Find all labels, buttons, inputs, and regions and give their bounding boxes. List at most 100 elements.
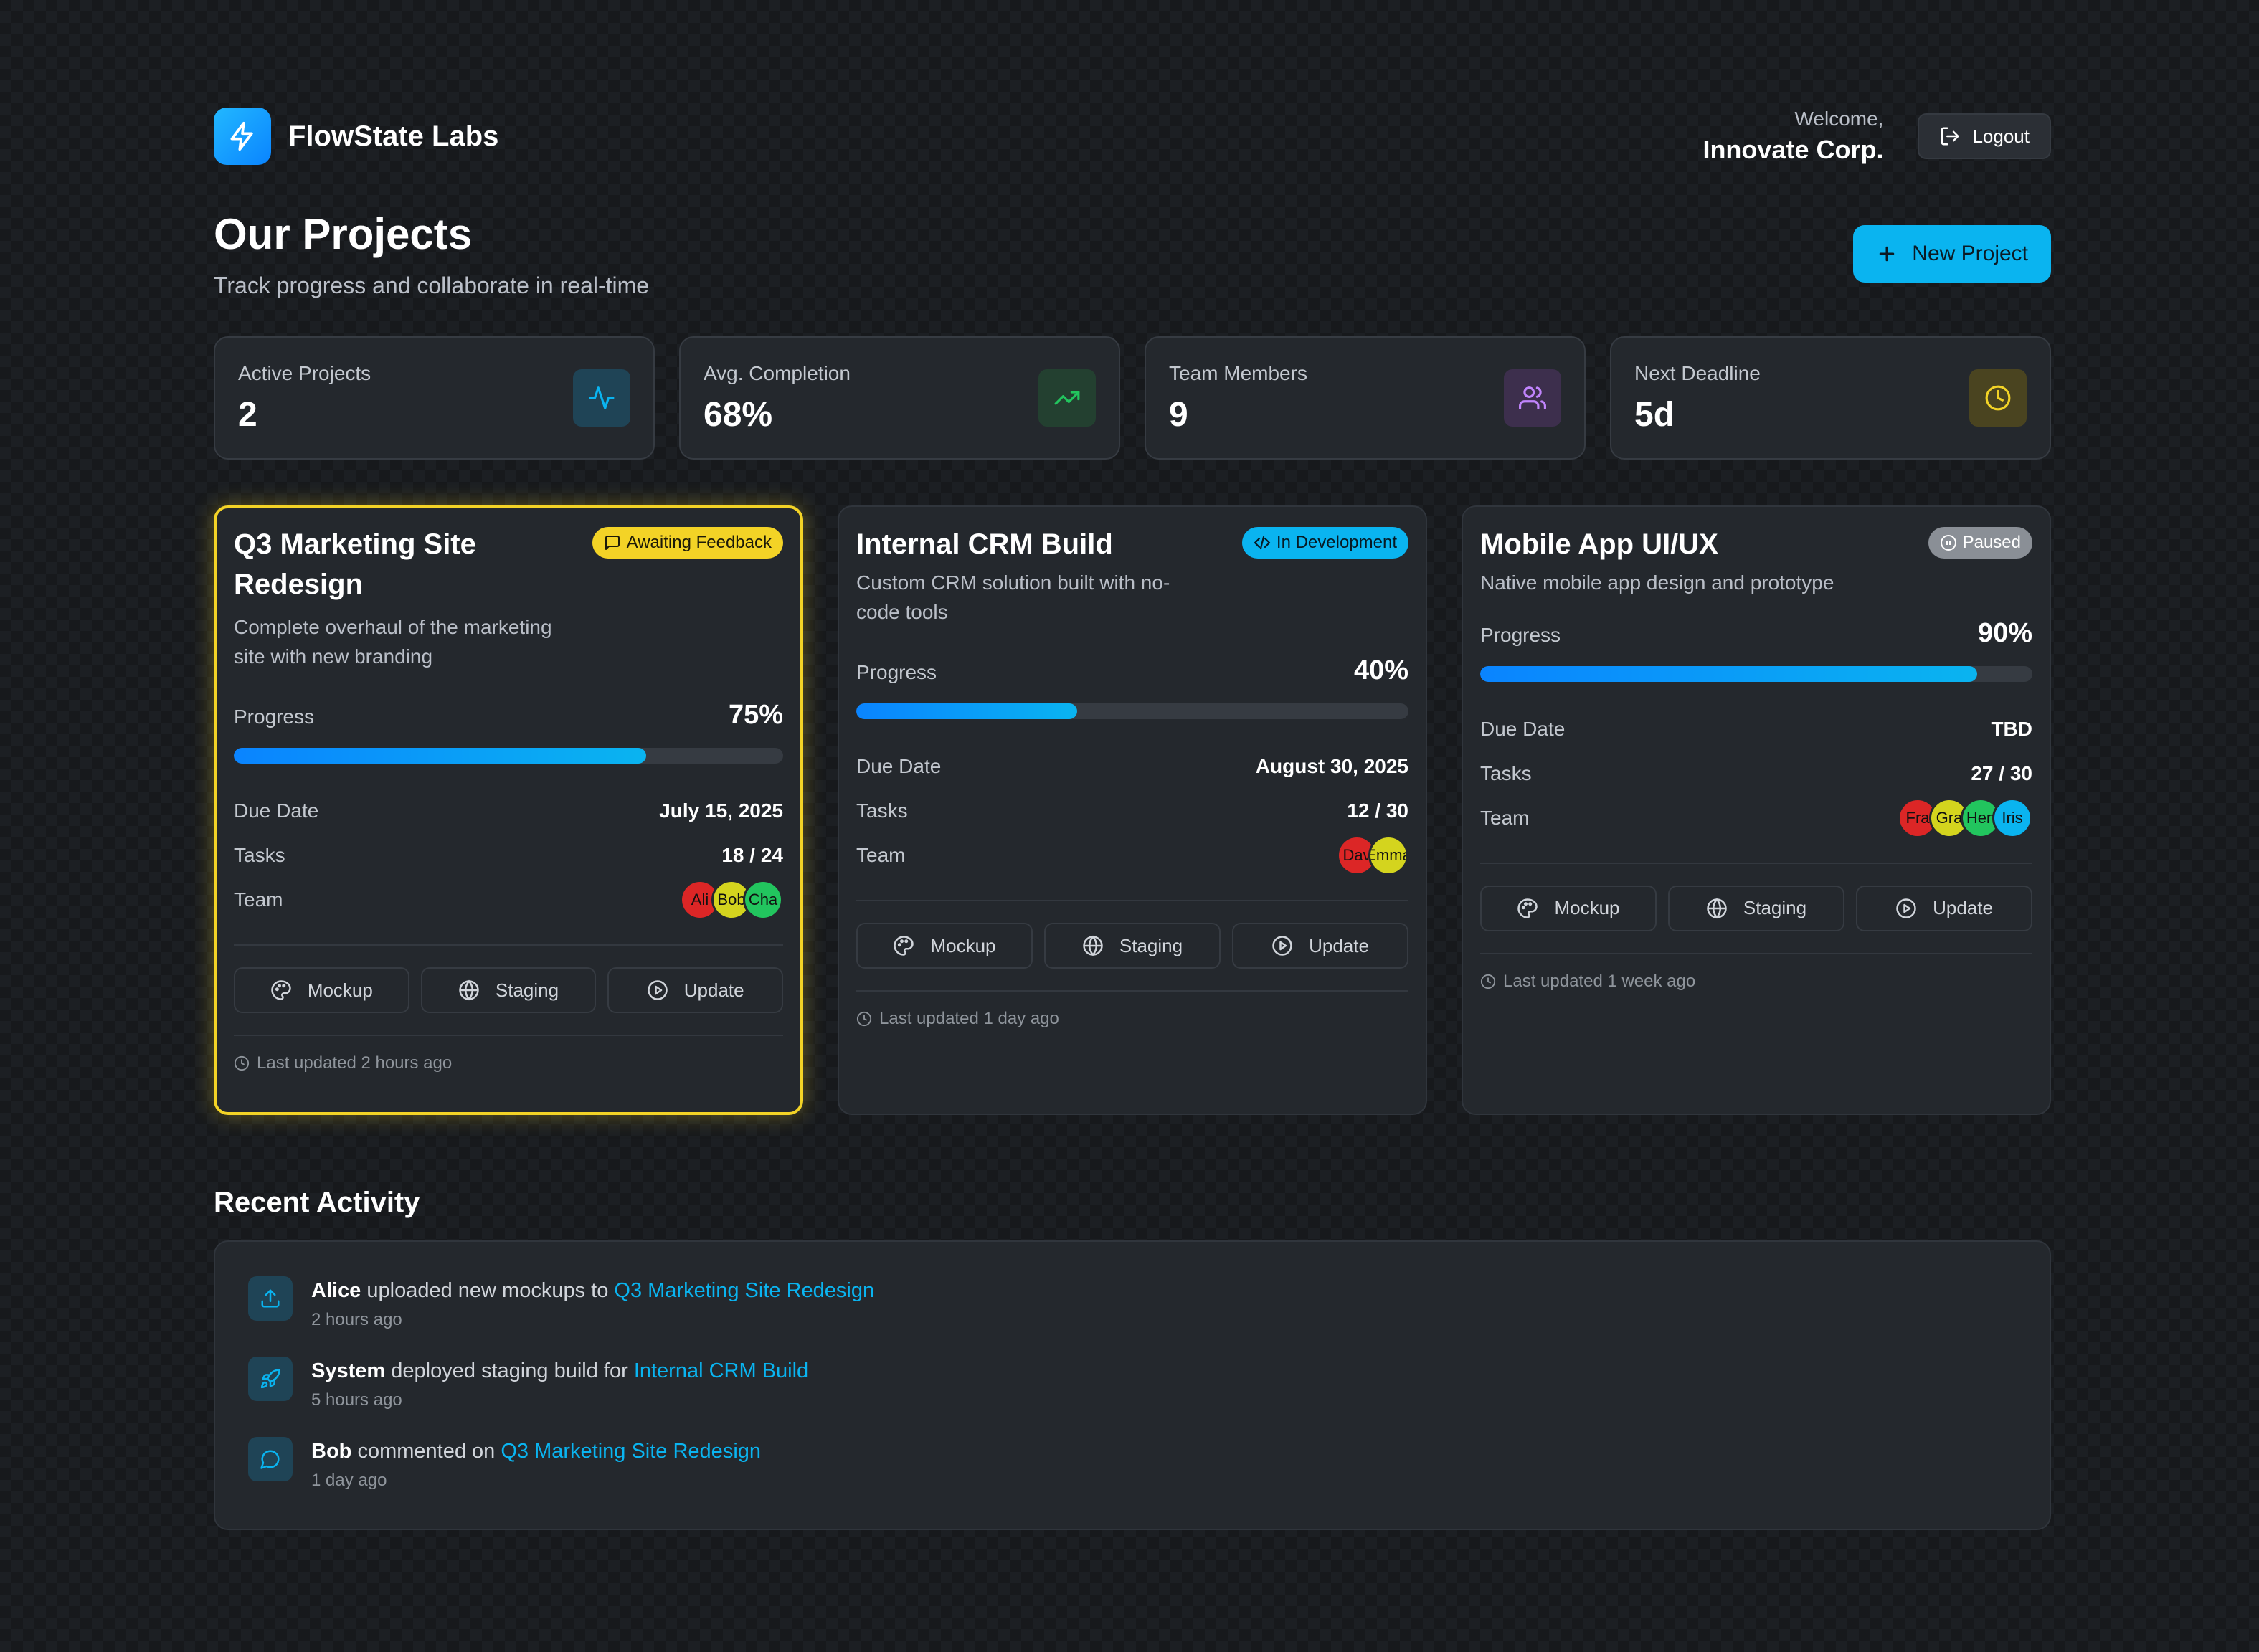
activity-panel: Alice uploaded new mockups to Q3 Marketi… <box>214 1240 2051 1530</box>
status-badge: Awaiting Feedback <box>592 527 783 559</box>
staging-label: Staging <box>495 979 559 1001</box>
card-actions: Mockup Staging Update <box>234 967 784 1014</box>
title-row: Our Projects Track progress and collabor… <box>214 211 2051 299</box>
tasks-count: 18 / 24 <box>721 844 783 867</box>
last-updated: Last updated 2 hours ago <box>234 1053 783 1073</box>
card-actions: Mockup Staging Update <box>856 923 1408 969</box>
progress-fill <box>856 703 1077 720</box>
company-name: Innovate Corp. <box>1702 135 1884 164</box>
due-date: TBD <box>1991 717 2032 740</box>
team-label: Team <box>1480 806 1530 829</box>
activity-time: 5 hours ago <box>311 1390 402 1410</box>
plus-icon <box>1880 246 1895 262</box>
progress-bar <box>234 748 783 764</box>
status-label: Awaiting Feedback <box>626 533 772 552</box>
activity-actor: Bob <box>311 1440 352 1463</box>
project-title[interactable]: Mobile App UI/UX <box>1480 528 1718 560</box>
activity-action: deployed staging build for <box>391 1359 628 1382</box>
activity-project-link[interactable]: Q3 Marketing Site Redesign <box>614 1279 875 1302</box>
tasks-label: Tasks <box>1480 761 1532 784</box>
app-header: FlowState Labs Welcome, Innovate Corp. L… <box>214 106 2051 166</box>
project-description: Custom CRM solution built with no-code t… <box>856 571 1170 623</box>
brand[interactable]: FlowState Labs <box>214 108 498 165</box>
status-label: Paused <box>1962 533 2021 552</box>
divider <box>1480 952 2032 954</box>
upload-icon <box>248 1276 293 1321</box>
stat-value: 2 <box>238 396 257 434</box>
staging-button[interactable]: Staging <box>1044 923 1221 969</box>
status-label: In Development <box>1276 533 1397 552</box>
activity-title: Recent Activity <box>214 1187 420 1218</box>
activity-item: System deployed staging build for Intern… <box>248 1357 2017 1437</box>
stat-label: Active Projects <box>238 362 371 384</box>
mockup-button[interactable]: Mockup <box>1480 885 1657 931</box>
project-card-q3-marketing[interactable]: Q3 Marketing Site Redesign Complete over… <box>214 505 803 1115</box>
card-actions: Mockup Staging Update <box>1480 885 2032 931</box>
staging-button[interactable]: Staging <box>1668 885 1844 931</box>
update-button[interactable]: Update <box>1232 923 1408 969</box>
stat-label: Next Deadline <box>1634 362 1761 384</box>
dashboard: FlowState Labs Welcome, Innovate Corp. L… <box>214 106 2051 1530</box>
status-badge: Paused <box>1928 527 2032 559</box>
progress-value: 90% <box>1977 617 2032 648</box>
activity-item: Bob commented on Q3 Marketing Site Redes… <box>248 1437 2017 1517</box>
logout-icon <box>1941 127 1959 146</box>
due-label: Due Date <box>1480 717 1566 740</box>
last-updated: Last updated 1 week ago <box>1480 972 2032 992</box>
activity-action: uploaded new mockups to <box>366 1279 609 1302</box>
project-cards: Q3 Marketing Site Redesign Complete over… <box>214 505 2051 1115</box>
stat-value: 9 <box>1169 396 1188 434</box>
progress-bar <box>856 703 1408 720</box>
last-updated-text: Last updated 1 day ago <box>879 1009 1059 1029</box>
divider <box>856 900 1408 902</box>
progress-label: Progress <box>1480 623 1561 646</box>
update-button[interactable]: Update <box>607 967 784 1014</box>
new-project-button[interactable]: New Project <box>1853 225 2051 283</box>
mockup-button[interactable]: Mockup <box>856 923 1033 969</box>
staging-label: Staging <box>1119 934 1183 956</box>
tasks-label: Tasks <box>856 799 908 822</box>
activity-project-link[interactable]: Q3 Marketing Site Redesign <box>501 1440 762 1463</box>
update-button[interactable]: Update <box>1856 885 2032 931</box>
project-title[interactable]: Internal CRM Build <box>856 528 1113 560</box>
due-date: August 30, 2025 <box>1255 755 1408 778</box>
avatar[interactable]: Cha <box>743 880 783 921</box>
team-avatars: Dav Emma <box>1337 835 1408 876</box>
project-title[interactable]: Q3 Marketing Site Redesign <box>234 528 476 600</box>
team-avatars: Ali Bob Cha <box>680 880 783 921</box>
update-label: Update <box>683 979 744 1001</box>
progress-fill <box>1480 665 1977 682</box>
play-circle-icon <box>1896 898 1916 918</box>
mockup-button[interactable]: Mockup <box>234 967 409 1014</box>
message-icon <box>605 536 620 550</box>
header-right: Welcome, Innovate Corp. Logout <box>1702 108 2051 165</box>
stat-label: Avg. Completion <box>704 362 851 384</box>
project-card-mobile-app[interactable]: Mobile App UI/UX Native mobile app desig… <box>1462 505 2051 1115</box>
last-updated-text: Last updated 1 week ago <box>1503 971 1696 991</box>
logout-button[interactable]: Logout <box>1918 113 2051 159</box>
clock-icon <box>1480 974 1496 989</box>
play-circle-icon <box>648 980 668 1000</box>
code-icon <box>1254 536 1271 550</box>
welcome-label: Welcome, <box>1794 108 1884 130</box>
avatar[interactable]: Gra <box>1929 797 1969 838</box>
stat-value: 5d <box>1634 396 1675 434</box>
activity-project-link[interactable]: Internal CRM Build <box>633 1359 809 1382</box>
divider <box>856 990 1408 992</box>
avatar[interactable]: Iris <box>1992 797 2032 838</box>
project-card-internal-crm[interactable]: Internal CRM Build Custom CRM solution b… <box>838 505 1427 1115</box>
palette-icon <box>1517 898 1538 918</box>
avatar[interactable]: Emma <box>1368 835 1408 876</box>
progress-value: 75% <box>728 700 783 731</box>
activity-text: Alice uploaded new mockups to Q3 Marketi… <box>311 1279 874 1303</box>
stats-row: Active Projects 2 Avg. Completion 68% Te… <box>214 336 2051 460</box>
play-circle-icon <box>1272 936 1292 956</box>
tasks-count: 27 / 30 <box>1971 761 2032 784</box>
due-label: Due Date <box>234 799 319 822</box>
due-date: July 15, 2025 <box>659 799 783 822</box>
pause-circle-icon <box>1940 535 1956 551</box>
activity-item: Alice uploaded new mockups to Q3 Marketi… <box>248 1276 2017 1357</box>
last-updated: Last updated 1 day ago <box>856 1009 1408 1029</box>
staging-button[interactable]: Staging <box>420 967 597 1014</box>
tasks-count: 12 / 30 <box>1347 799 1408 822</box>
